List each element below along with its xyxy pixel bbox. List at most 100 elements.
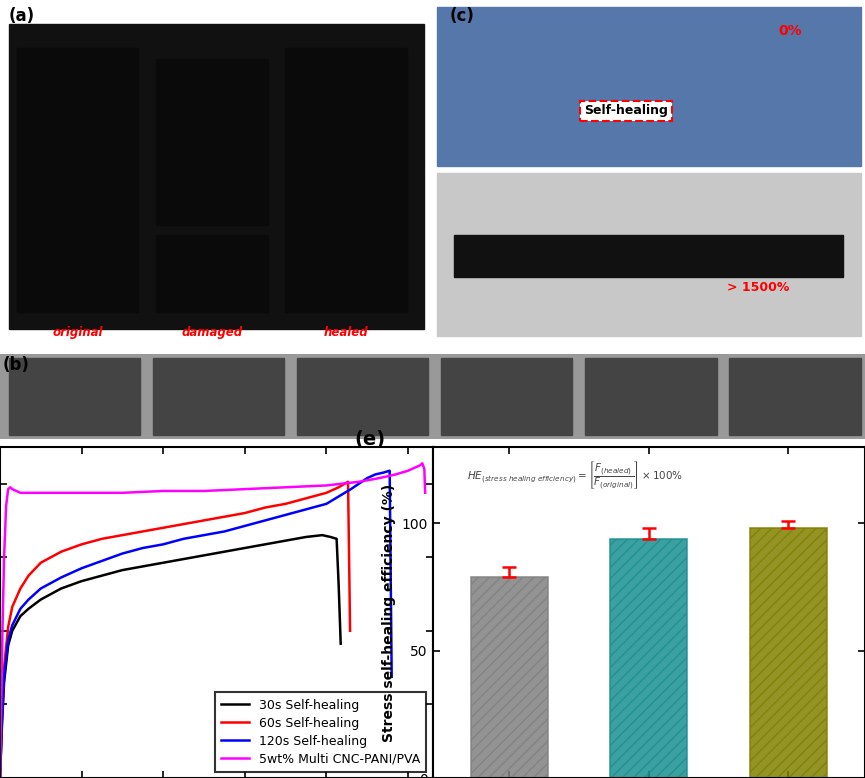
120s Self-healing xyxy=(370,470,381,479)
5wt% Multi CNC-PANI/PVA xyxy=(3,485,13,494)
5wt% Multi CNC-PANI/PVA xyxy=(417,459,427,468)
60s Self-healing xyxy=(3,622,13,632)
5wt% Multi CNC-PANI/PVA xyxy=(35,488,46,497)
30s Self-healing xyxy=(0,773,5,778)
30s Self-healing xyxy=(118,566,128,575)
30s Self-healing xyxy=(301,532,311,541)
5wt% Multi CNC-PANI/PVA xyxy=(199,486,209,496)
120s Self-healing xyxy=(178,534,189,544)
120s Self-healing xyxy=(387,672,397,682)
Text: $\mathit{HE}_{(\mathit{stress\ healing\ efficiency})} = \left[\dfrac{F_{(\mathit: $\mathit{HE}_{(\mathit{stress\ healing\ … xyxy=(467,460,683,492)
60s Self-healing xyxy=(16,584,26,593)
Text: 0%: 0% xyxy=(778,23,802,37)
Bar xyxy=(437,7,861,166)
120s Self-healing xyxy=(16,604,26,613)
120s Self-healing xyxy=(97,556,107,566)
Bar xyxy=(297,358,428,435)
30s Self-healing xyxy=(0,678,10,687)
30s Self-healing xyxy=(16,612,26,621)
60s Self-healing xyxy=(334,482,344,492)
30s Self-healing xyxy=(76,576,86,586)
120s Self-healing xyxy=(35,584,46,593)
Text: original: original xyxy=(53,326,103,339)
30s Self-healing xyxy=(240,543,250,552)
5wt% Multi CNC-PANI/PVA xyxy=(76,488,86,497)
Bar xyxy=(611,538,687,778)
Bar xyxy=(156,59,268,225)
120s Self-healing xyxy=(3,636,13,645)
120s Self-healing xyxy=(384,466,394,475)
5wt% Multi CNC-PANI/PVA xyxy=(280,482,291,492)
5wt% Multi CNC-PANI/PVA xyxy=(118,488,128,497)
60s Self-healing xyxy=(76,540,86,549)
5wt% Multi CNC-PANI/PVA xyxy=(415,461,426,470)
60s Self-healing xyxy=(0,773,5,778)
120s Self-healing xyxy=(138,543,148,552)
5wt% Multi CNC-PANI/PVA xyxy=(321,481,331,490)
60s Self-healing xyxy=(97,534,107,544)
120s Self-healing xyxy=(260,516,271,525)
5wt% Multi CNC-PANI/PVA xyxy=(0,699,6,709)
Text: > 1500%: > 1500% xyxy=(727,281,789,294)
Bar xyxy=(471,576,548,778)
120s Self-healing xyxy=(56,573,67,582)
60s Self-healing xyxy=(0,709,7,718)
30s Self-healing xyxy=(0,718,7,727)
60s Self-healing xyxy=(219,512,229,521)
Bar xyxy=(586,358,716,435)
120s Self-healing xyxy=(158,540,169,549)
Legend: 30s Self-healing, 60s Self-healing, 120s Self-healing, 5wt% Multi CNC-PANI/PVA: 30s Self-healing, 60s Self-healing, 120s… xyxy=(215,692,426,772)
60s Self-healing xyxy=(321,488,331,497)
5wt% Multi CNC-PANI/PVA xyxy=(420,464,430,474)
5wt% Multi CNC-PANI/PVA xyxy=(11,486,22,496)
30s Self-healing xyxy=(317,531,328,540)
30s Self-healing xyxy=(260,540,271,549)
30s Self-healing xyxy=(334,580,344,590)
30s Self-healing xyxy=(178,555,189,564)
120s Self-healing xyxy=(76,563,86,573)
30s Self-healing xyxy=(56,584,67,593)
120s Self-healing xyxy=(354,479,364,489)
Line: 60s Self-healing: 60s Self-healing xyxy=(0,482,350,778)
120s Self-healing xyxy=(7,621,17,630)
120s Self-healing xyxy=(0,714,7,724)
30s Self-healing xyxy=(331,534,342,544)
120s Self-healing xyxy=(378,468,388,477)
60s Self-healing xyxy=(178,520,189,529)
5wt% Multi CNC-PANI/PVA xyxy=(403,466,413,475)
5wt% Multi CNC-PANI/PVA xyxy=(391,470,401,479)
60s Self-healing xyxy=(35,558,46,567)
Y-axis label: Stress self-healing efficiency (%): Stress self-healing efficiency (%) xyxy=(381,483,395,741)
120s Self-healing xyxy=(118,548,128,558)
120s Self-healing xyxy=(346,485,356,494)
60s Self-healing xyxy=(7,602,17,612)
5wt% Multi CNC-PANI/PVA xyxy=(0,626,8,636)
60s Self-healing xyxy=(240,508,250,517)
60s Self-healing xyxy=(345,626,356,636)
5wt% Multi CNC-PANI/PVA xyxy=(5,482,16,492)
60s Self-healing xyxy=(138,527,148,536)
5wt% Multi CNC-PANI/PVA xyxy=(19,488,29,497)
60s Self-healing xyxy=(343,477,353,486)
30s Self-healing xyxy=(35,595,46,605)
Bar xyxy=(9,24,424,329)
60s Self-healing xyxy=(301,494,311,503)
Text: (b): (b) xyxy=(3,356,29,374)
Bar xyxy=(437,173,861,336)
Text: (a): (a) xyxy=(9,7,35,25)
60s Self-healing xyxy=(280,499,291,509)
120s Self-healing xyxy=(334,492,344,501)
5wt% Multi CNC-PANI/PVA xyxy=(56,488,67,497)
5wt% Multi CNC-PANI/PVA xyxy=(0,552,10,562)
5wt% Multi CNC-PANI/PVA xyxy=(158,486,169,496)
Bar xyxy=(729,358,861,435)
60s Self-healing xyxy=(56,547,67,556)
5wt% Multi CNC-PANI/PVA xyxy=(240,485,250,494)
Bar xyxy=(9,358,140,435)
60s Self-healing xyxy=(118,531,128,540)
120s Self-healing xyxy=(0,672,10,682)
5wt% Multi CNC-PANI/PVA xyxy=(375,474,385,483)
30s Self-healing xyxy=(23,604,34,613)
Text: Self-healing: Self-healing xyxy=(584,104,668,117)
30s Self-healing xyxy=(138,562,148,571)
